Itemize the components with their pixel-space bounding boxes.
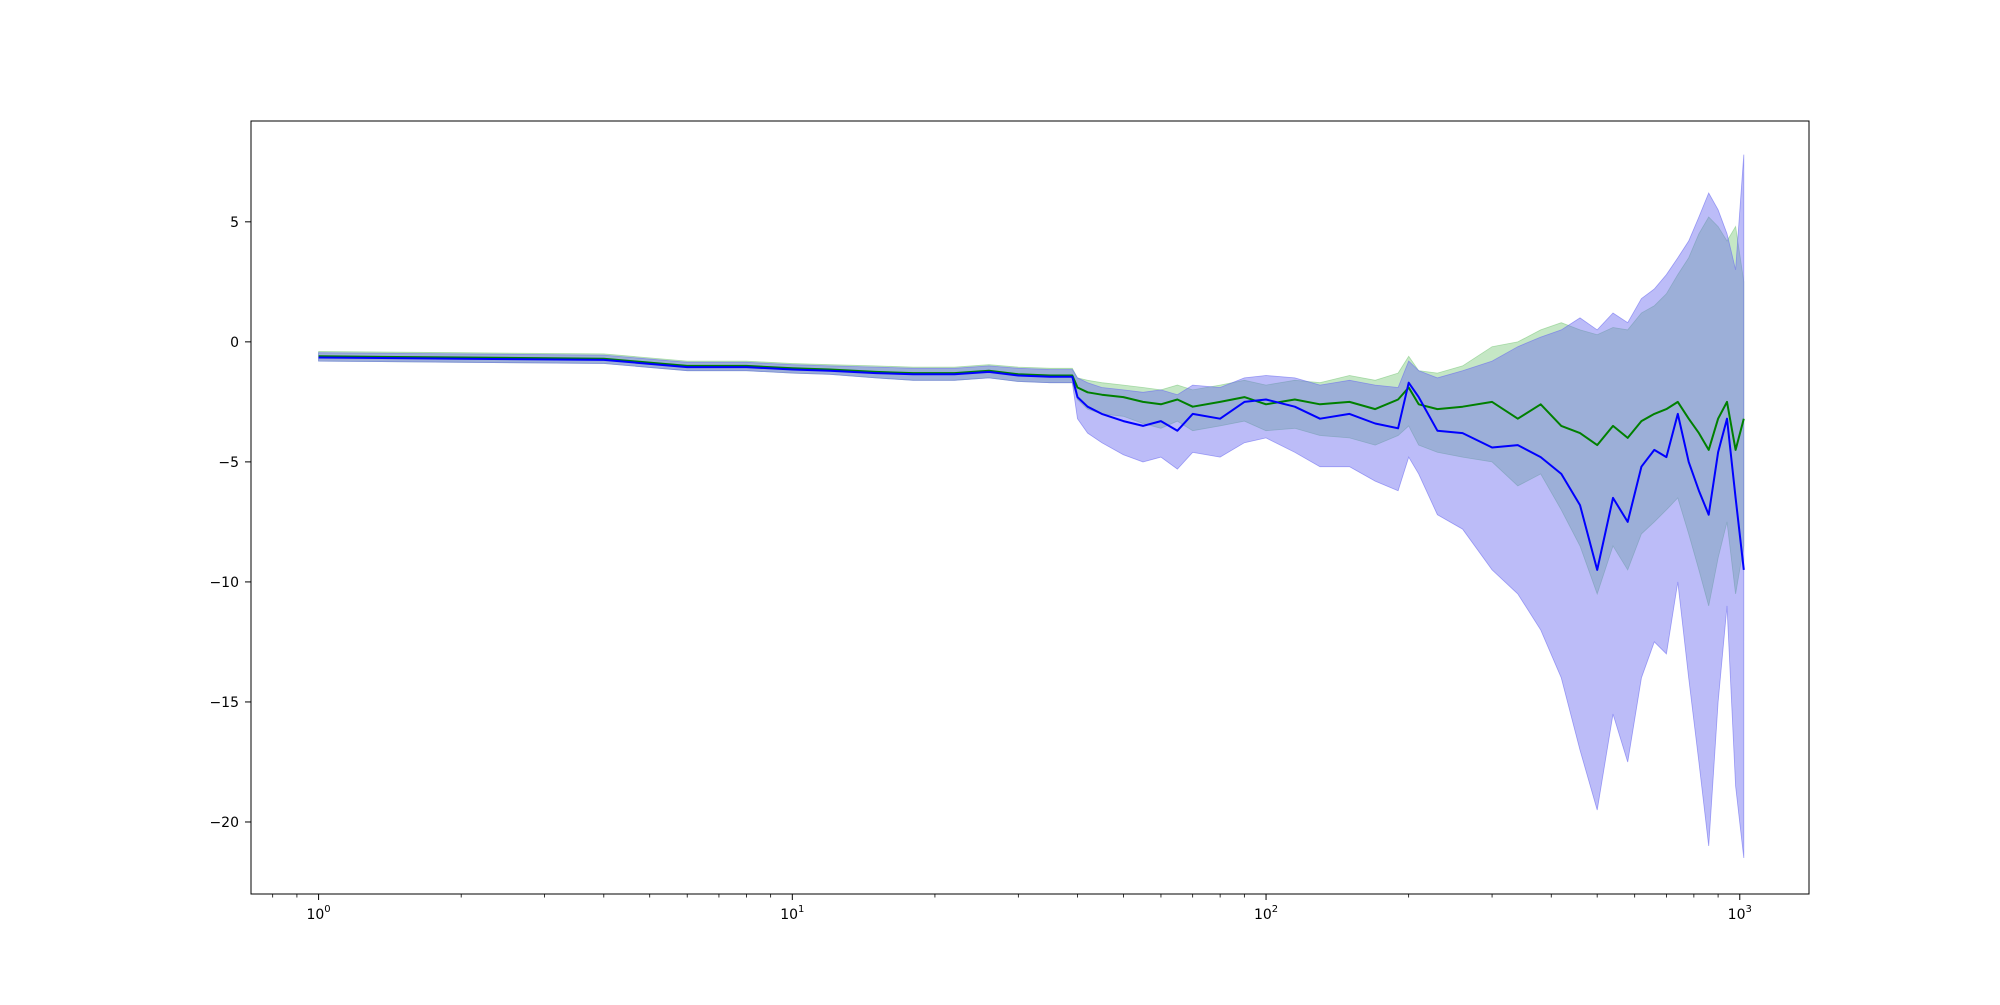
y-tick-label-4: −15 [209,695,239,711]
y-axis: 5 0 −5 −10 −15 −20 [209,215,251,831]
series-lines [318,355,1745,571]
y-tick-label-2: −5 [218,455,239,471]
x-tick-label-3: 103 [1728,904,1752,923]
plot-area-frame [250,120,1810,895]
y-tick-label-1: 0 [230,335,239,351]
series-0-line [318,355,1745,451]
confidence-bands [318,154,1745,859]
series-1-band [318,154,1745,859]
x-tick-label-2: 102 [1254,904,1278,923]
x-axis: 100 101 102 103 [272,894,1752,923]
y-tick-label-0: 5 [230,215,239,231]
x-tick-label-0: 100 [306,904,330,923]
x-tick-label-1: 101 [780,904,804,923]
y-tick-label-3: −10 [209,575,239,591]
series-1-line [318,356,1745,571]
y-tick-label-5: −20 [209,815,239,831]
